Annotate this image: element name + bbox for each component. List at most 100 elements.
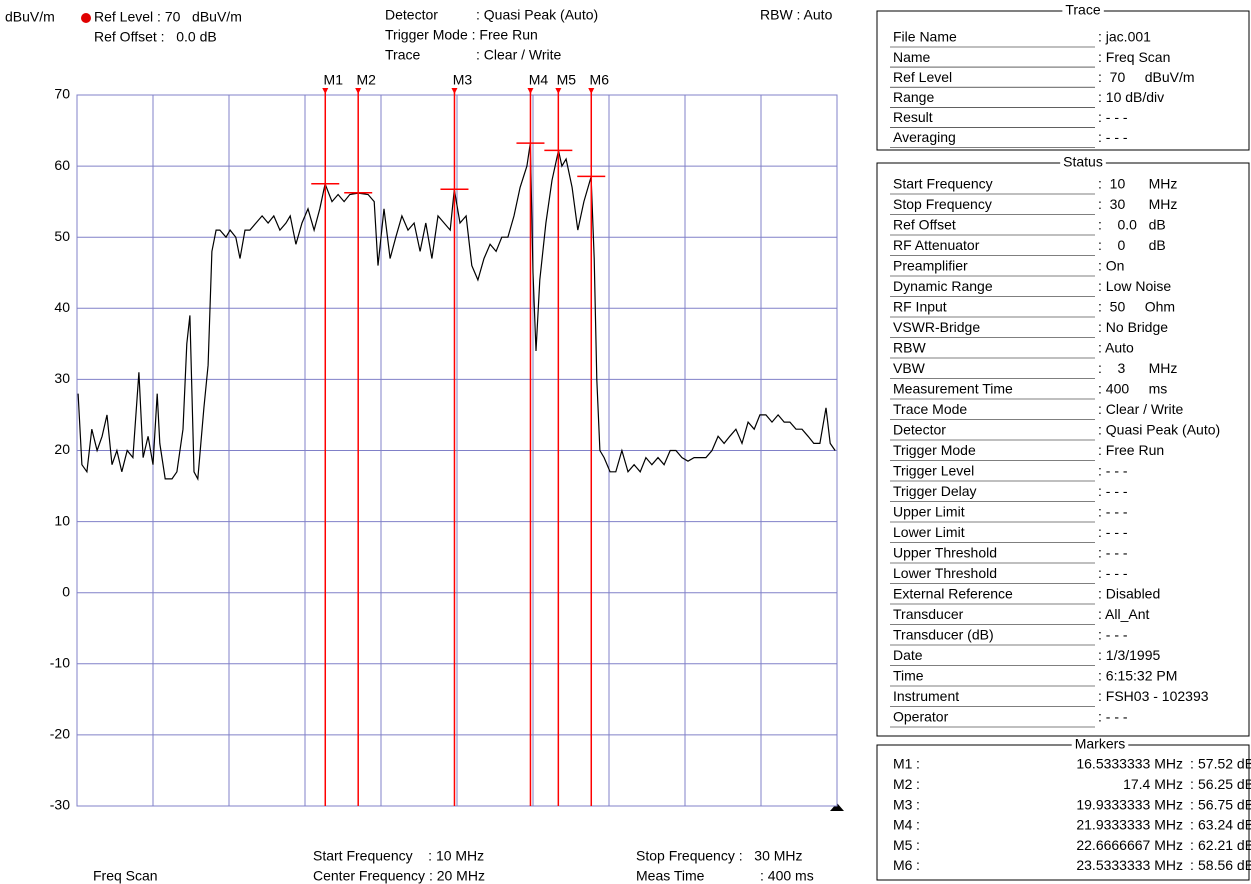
y-tick-label: 30 [54, 370, 70, 386]
meas-time-label: Meas Time [636, 868, 705, 884]
row-value: : FSH03 - 102393 [1098, 688, 1209, 704]
markers-row-level: 63.24 dBuV/m [1198, 817, 1251, 833]
marker-label: M3 [453, 72, 473, 88]
row-value: : Quasi Peak (Auto) [1098, 422, 1220, 438]
row-label: Time [893, 668, 924, 684]
trigger-mode: Trigger Mode : Free Run [385, 27, 538, 43]
row-value: : - - - [1098, 129, 1128, 145]
marker-pointer [355, 88, 362, 94]
ref-dot [81, 13, 91, 23]
row-label: External Reference [893, 586, 1013, 602]
row-label: Operator [893, 709, 949, 725]
row-value: : 30 MHz [1098, 196, 1177, 212]
trace-line [77, 143, 836, 481]
row-label: VSWR-Bridge [893, 319, 980, 335]
row-value: : Disabled [1098, 586, 1160, 602]
markers-row-level: 62.21 dBuV/m [1198, 837, 1251, 853]
markers-panel-title: Markers [1075, 736, 1126, 752]
detector: : Quasi Peak (Auto) [476, 7, 598, 23]
y-tick-label: 60 [54, 157, 70, 173]
status-panel-title-bg [1060, 161, 1106, 165]
row-label: Date [893, 647, 923, 663]
center-frequency: Center Frequency : 20 MHz [313, 868, 485, 884]
markers-row-frequency: 17.4 MHz [1123, 776, 1183, 792]
markers-row-name: M1 [893, 756, 913, 772]
markers-row-level: 58.56 dBuV/m [1198, 857, 1251, 873]
markers-row-sep: : [916, 776, 920, 792]
row-value: : 10 MHz [1098, 176, 1177, 192]
sweep-indicator [830, 803, 844, 811]
rbw: RBW : Auto [760, 7, 833, 23]
stop-frequency: Stop Frequency : 30 MHz [636, 848, 803, 864]
row-label: Range [893, 89, 934, 105]
trace-panel-title-bg [1062, 9, 1104, 13]
row-label: Detector [893, 422, 946, 438]
status-panel-title: Status [1063, 154, 1103, 170]
row-label: Ref Offset [893, 217, 956, 233]
ref-offset: Ref Offset : 0.0 dB [94, 29, 217, 45]
y-tick-label: 10 [54, 512, 70, 528]
row-value: : Low Noise [1098, 278, 1171, 294]
row-value: : 3 MHz [1098, 360, 1177, 376]
trace-label: Trace [385, 47, 420, 63]
row-value: : jac.001 [1098, 29, 1151, 45]
marker-pointer [588, 88, 595, 94]
trace-panel-title: Trace [1065, 2, 1100, 18]
row-value: : On [1098, 258, 1124, 274]
markers-row-sep: : [916, 756, 920, 772]
row-value: : - - - [1098, 709, 1128, 725]
markers-panel-title-bg [1071, 743, 1129, 747]
row-label: Start Frequency [893, 176, 993, 192]
markers-row-sep: : [916, 837, 920, 853]
markers-row-sep: : [916, 817, 920, 833]
row-value: : 1/3/1995 [1098, 647, 1160, 663]
marker-label: M5 [557, 72, 577, 88]
marker-pointer [322, 88, 329, 94]
row-value: : - - - [1098, 627, 1128, 643]
row-label: Transducer (dB) [893, 627, 994, 643]
markers-row-sep: : [1190, 756, 1194, 772]
row-label: Lower Threshold [893, 565, 997, 581]
row-value: : 400 ms [1098, 381, 1167, 397]
row-label: Measurement Time [893, 381, 1013, 397]
markers-row-name: M6 [893, 857, 913, 873]
row-label: RF Attenuator [893, 237, 980, 253]
markers-row-sep: : [1190, 857, 1194, 873]
y-tick-label: -20 [50, 726, 70, 742]
markers-row-sep: : [1190, 796, 1194, 812]
row-value: : - - - [1098, 524, 1128, 540]
markers-row-level: 56.25 dBuV/m [1198, 776, 1251, 792]
markers-row-frequency: 22.6666667 MHz [1076, 837, 1183, 853]
row-label: Stop Frequency [893, 196, 992, 212]
marker-label: M6 [590, 72, 610, 88]
row-label: Averaging [893, 129, 956, 145]
marker-pointer [527, 88, 534, 94]
row-label: File Name [893, 29, 957, 45]
row-label: Dynamic Range [893, 278, 993, 294]
ref-level: Ref Level : 70 dBuV/m [94, 9, 242, 25]
row-value: : Free Run [1098, 442, 1164, 458]
row-label: Ref Level [893, 69, 952, 85]
markers-row-level: 57.52 dBuV/m [1198, 756, 1251, 772]
y-tick-label: 40 [54, 299, 70, 315]
markers-row-frequency: 16.5333333 MHz [1076, 756, 1183, 772]
row-value: : - - - [1098, 565, 1128, 581]
row-value: : Auto [1098, 340, 1134, 356]
unit-label: dBuV/m [5, 9, 55, 25]
row-value: : - - - [1098, 463, 1128, 479]
row-value: : 50 Ohm [1098, 299, 1175, 315]
row-label: Preamplifier [893, 258, 968, 274]
row-value: : Clear / Write [1098, 401, 1184, 417]
markers-row-frequency: 21.9333333 MHz [1076, 817, 1183, 833]
row-label: Instrument [893, 688, 959, 704]
markers-row-sep: : [1190, 817, 1194, 833]
row-value: : - - - [1098, 109, 1128, 125]
row-label: Upper Limit [893, 504, 965, 520]
y-tick-label: -10 [50, 655, 70, 671]
marker-label: M1 [324, 72, 344, 88]
markers-row-frequency: 19.9333333 MHz [1076, 796, 1183, 812]
y-tick-label: 0 [62, 583, 70, 599]
scan-name: Freq Scan [93, 868, 158, 884]
